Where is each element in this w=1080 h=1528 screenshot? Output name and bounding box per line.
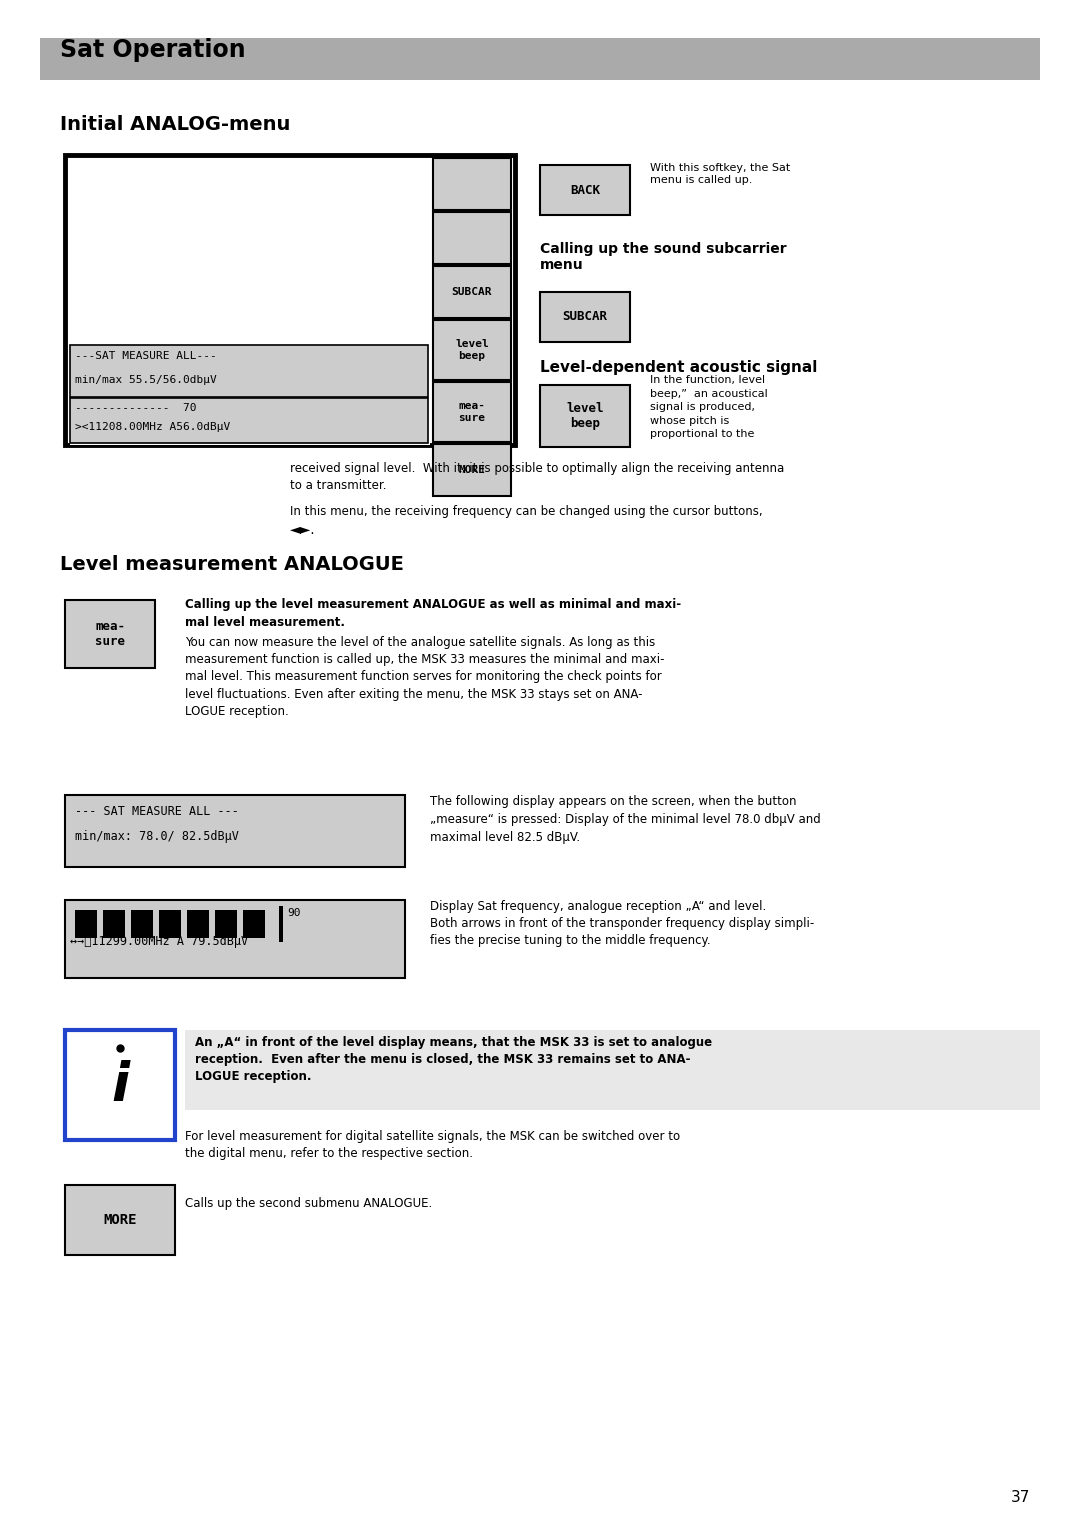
Bar: [215, 911, 237, 938]
Text: With this softkey, the Sat
menu is called up.: With this softkey, the Sat menu is calle…: [650, 163, 791, 185]
Text: level
beep: level beep: [566, 402, 604, 429]
Bar: [75, 911, 97, 938]
Text: level
beep: level beep: [455, 339, 489, 361]
Bar: [540, 165, 630, 215]
Text: --------------  70: -------------- 70: [75, 403, 197, 413]
Text: MORE: MORE: [459, 465, 486, 475]
Text: MORE: MORE: [104, 1213, 137, 1227]
Bar: [65, 1186, 175, 1254]
Bar: [65, 900, 405, 978]
Text: i: i: [111, 1060, 130, 1112]
Text: An „A“ in front of the level display means, that the MSK 33 is set to analogue
r: An „A“ in front of the level display mea…: [195, 1036, 712, 1083]
Bar: [40, 38, 1040, 79]
Text: For level measurement for digital satellite signals, the MSK can be switched ove: For level measurement for digital satell…: [185, 1131, 680, 1160]
Text: --- SAT MEASURE ALL ---: --- SAT MEASURE ALL ---: [75, 805, 239, 817]
Text: The following display appears on the screen, when the button: The following display appears on the scr…: [430, 795, 797, 808]
Bar: [187, 911, 210, 938]
Text: ↔→℔11299.00MHz A 79.5dBµV: ↔→℔11299.00MHz A 79.5dBµV: [70, 935, 248, 947]
Text: SUBCAR: SUBCAR: [451, 287, 492, 296]
Bar: [65, 1030, 175, 1140]
Bar: [65, 601, 156, 668]
Bar: [70, 160, 430, 445]
Bar: [65, 154, 515, 445]
Text: Initial ANALOG-menu: Initial ANALOG-menu: [60, 115, 291, 134]
Bar: [279, 906, 283, 941]
Text: 37: 37: [1010, 1490, 1029, 1505]
Text: received signal level.  With it, it is possible to optimally align the receiving: received signal level. With it, it is po…: [291, 461, 784, 492]
Bar: [70, 345, 428, 397]
Bar: [433, 319, 511, 380]
Bar: [65, 795, 405, 866]
Text: ---SAT MEASURE ALL---: ---SAT MEASURE ALL---: [75, 351, 217, 361]
Text: maximal level 82.5 dBµV.: maximal level 82.5 dBµV.: [430, 831, 580, 843]
Bar: [433, 266, 511, 318]
Bar: [159, 911, 181, 938]
Bar: [70, 397, 428, 443]
Text: ><11208.00MHz A56.0dBµV: ><11208.00MHz A56.0dBµV: [75, 422, 230, 432]
Text: Display Sat frequency, analogue reception „A“ and level.
Both arrows in front of: Display Sat frequency, analogue receptio…: [430, 900, 814, 947]
Bar: [243, 911, 265, 938]
Bar: [103, 911, 125, 938]
Text: SUBCAR: SUBCAR: [563, 310, 607, 324]
Bar: [433, 212, 511, 264]
Text: Calls up the second submenu ANALOGUE.: Calls up the second submenu ANALOGUE.: [185, 1196, 432, 1210]
Text: Sat Operation: Sat Operation: [60, 38, 245, 63]
Text: min/max 55.5/56.0dbµV: min/max 55.5/56.0dbµV: [75, 374, 217, 385]
Bar: [433, 157, 511, 209]
Bar: [540, 292, 630, 342]
Text: Calling up the sound subcarrier
menu: Calling up the sound subcarrier menu: [540, 241, 786, 272]
Text: „measure“ is pressed: Display of the minimal level 78.0 dbµV and: „measure“ is pressed: Display of the min…: [430, 813, 821, 827]
Text: Calling up the level measurement ANALOGUE as well as minimal and maxi-: Calling up the level measurement ANALOGU…: [185, 597, 681, 611]
Text: Level-dependent acoustic signal: Level-dependent acoustic signal: [540, 361, 818, 374]
Text: mea-
sure: mea- sure: [95, 620, 125, 648]
Text: min/max: 78.0/ 82.5dBµV: min/max: 78.0/ 82.5dBµV: [75, 830, 239, 843]
Text: ◄►.: ◄►.: [291, 523, 315, 536]
Text: 90: 90: [287, 908, 300, 918]
Bar: [540, 385, 630, 448]
Text: You can now measure the level of the analogue satellite signals. As long as this: You can now measure the level of the ana…: [185, 636, 664, 718]
Bar: [185, 1030, 1040, 1109]
Text: In this menu, the receiving frequency can be changed using the cursor buttons,: In this menu, the receiving frequency ca…: [291, 504, 762, 518]
Bar: [433, 445, 511, 497]
Bar: [433, 382, 511, 442]
Text: In the function, level
beep,”  an acoustical
signal is produced,
whose pitch is
: In the function, level beep,” an acousti…: [650, 374, 768, 440]
Text: mal level measurement.: mal level measurement.: [185, 616, 345, 630]
Bar: [131, 911, 153, 938]
Text: BACK: BACK: [570, 183, 600, 197]
Text: mea-
sure: mea- sure: [459, 402, 486, 423]
Text: Level measurement ANALOGUE: Level measurement ANALOGUE: [60, 555, 404, 575]
